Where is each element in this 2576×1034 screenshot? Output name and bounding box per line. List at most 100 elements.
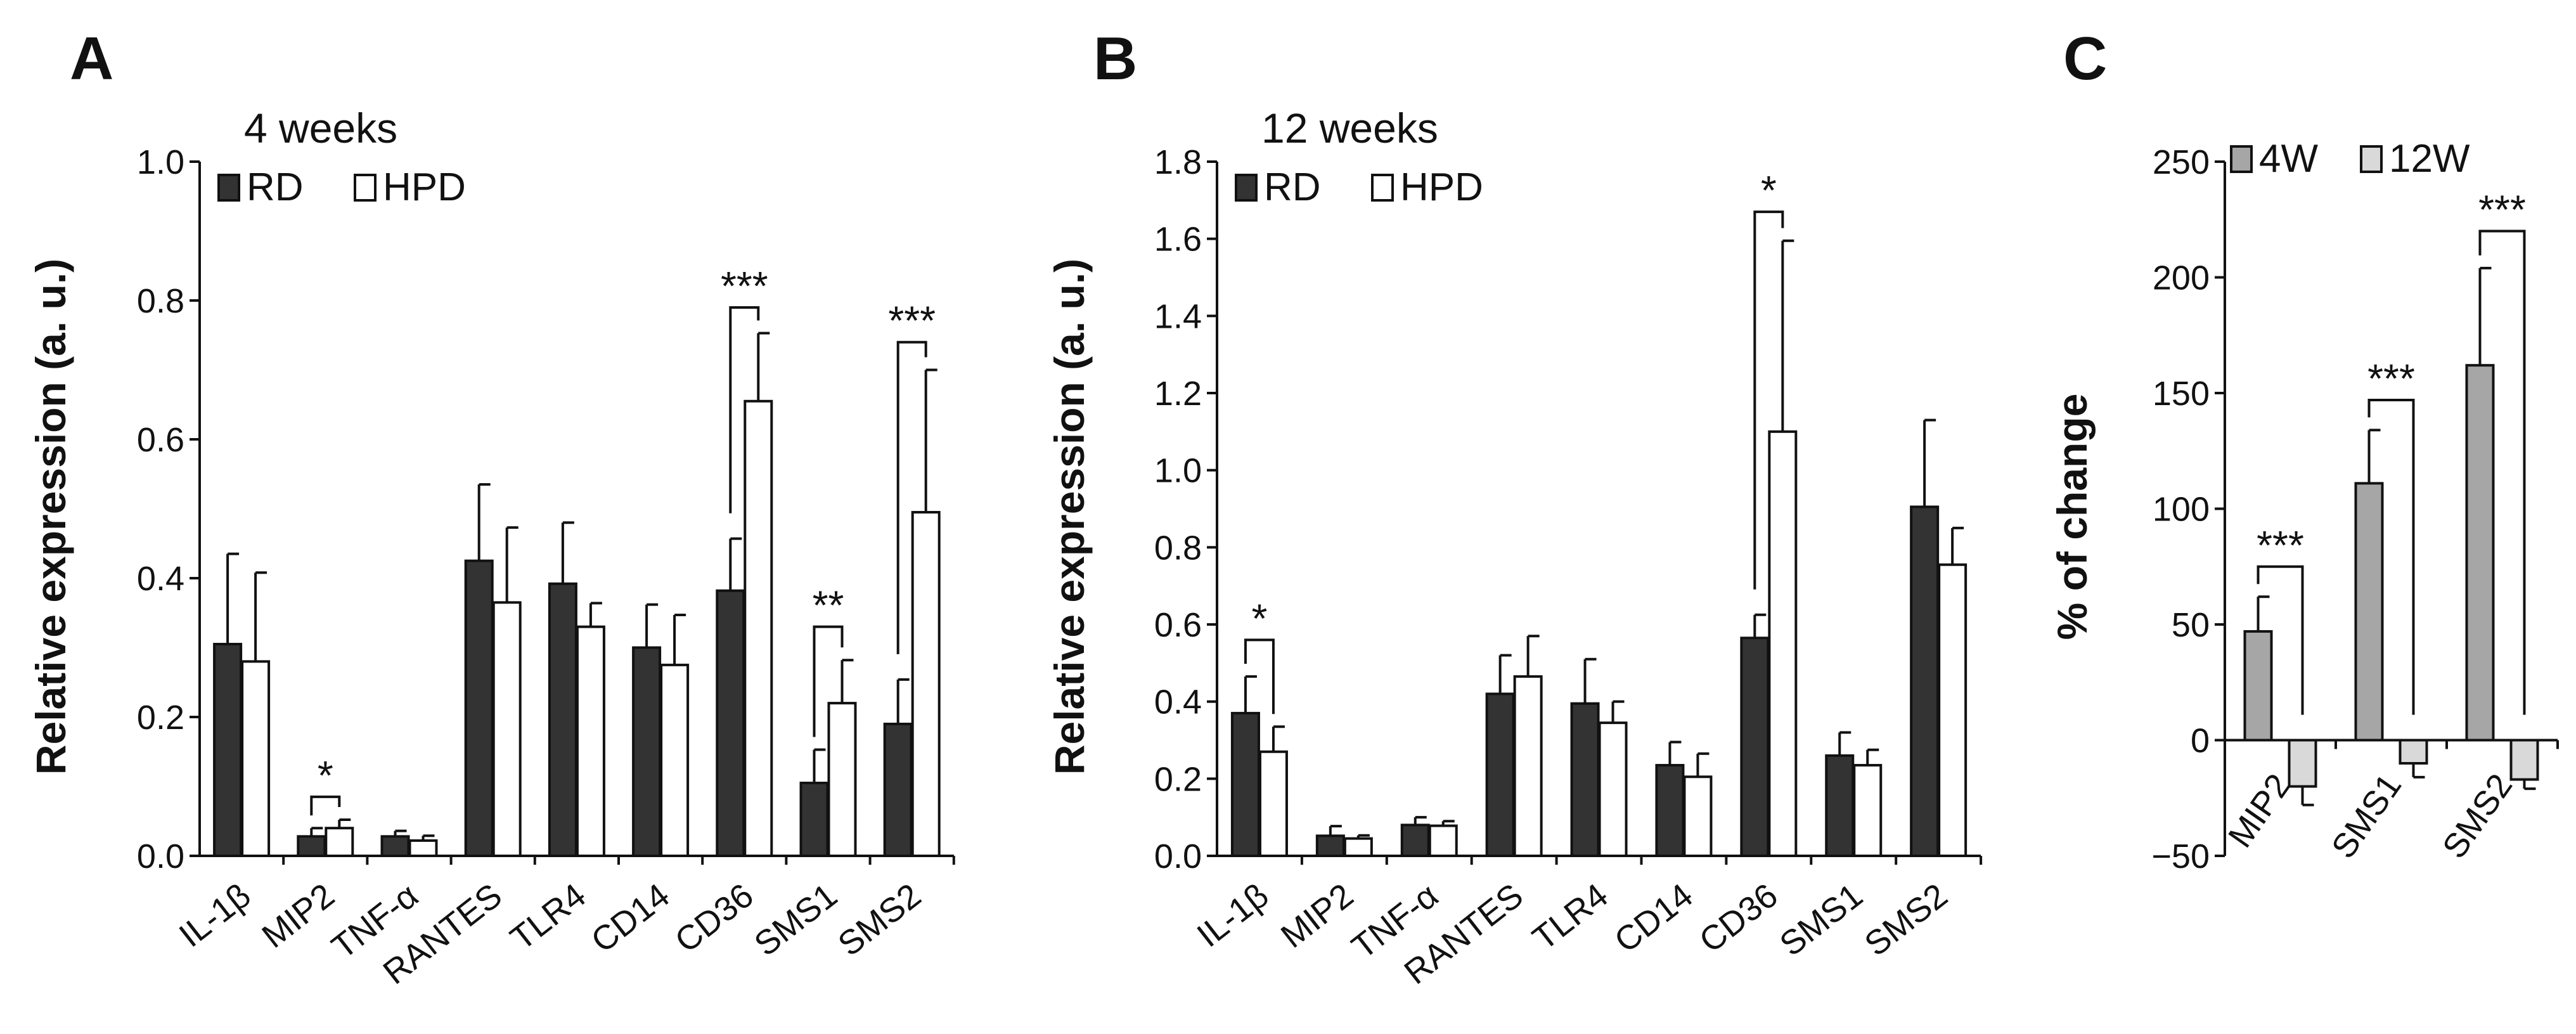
panel-b-legend-swatch-rd: [1235, 174, 1258, 202]
panel-b-bar-rd-2: [1400, 824, 1430, 858]
panel-b-y-tick-label: 1.2: [1154, 375, 1202, 413]
panel-b-y-tick-label: 0.8: [1154, 529, 1202, 567]
panel-a-bar-hpd-6: [744, 399, 773, 857]
panel-c-bar-12w-0: [2288, 739, 2317, 788]
panel-b-legend-label-hpd: HPD: [1400, 165, 1483, 209]
panel-a-ylabel: Relative expression (a. u.): [27, 259, 74, 775]
panel-c-legend-label-4w: 4W: [2259, 137, 2318, 181]
panel-a-y-tick-label: 0.2: [137, 699, 184, 737]
panel-c-y-tick-label: 200: [2153, 259, 2210, 297]
panel-b-bar-rd-4: [1570, 702, 1600, 858]
panel-b-bar-hpd-7: [1853, 764, 1883, 857]
panel-c-significance-label: ***: [2478, 187, 2526, 233]
panel-b-bar-rd-7: [1825, 754, 1855, 858]
panel-a-significance-label: ***: [721, 263, 768, 309]
panel-a-legend-swatch-rd: [217, 174, 240, 202]
panel-b-title: 12 weeks: [1261, 105, 1438, 152]
panel-b-letter: B: [1093, 25, 1137, 93]
panel-a-bar-hpd-8: [911, 510, 941, 857]
panel-a-significance-bracket: [310, 795, 341, 816]
panel-a-bar-rd-5: [632, 646, 662, 857]
panel-a-bar-hpd-7: [827, 702, 857, 857]
panel-c-y-tick-label: 150: [2153, 375, 2210, 413]
panel-a-y-tick-label: 1.0: [137, 143, 184, 181]
panel-a-letter: A: [70, 25, 113, 93]
panel-a-bar-rd-2: [380, 835, 410, 857]
panel-b-y-tick-label: 1.6: [1154, 221, 1202, 259]
panel-b-y-tick-label: 1.0: [1154, 452, 1202, 490]
panel-c-bar-12w-2: [2509, 739, 2539, 781]
panel-a-significance-bracket: [896, 340, 927, 654]
panel-b-y-tick-label: 0.6: [1154, 606, 1202, 644]
panel-a-bar-hpd-2: [408, 839, 438, 858]
panel-c-legend-swatch-4w: [2230, 145, 2253, 173]
panel-b-bar-rd-3: [1485, 692, 1515, 857]
panel-c-bar-4w-2: [2465, 364, 2495, 742]
panel-a-y-tick-label: 0.6: [137, 421, 184, 459]
panel-a-significance-label: **: [813, 583, 844, 628]
panel-a-y-tick-label: 0.4: [137, 560, 184, 598]
panel-c-legend-label-12w: 12W: [2389, 137, 2470, 181]
panel-a-bar-hpd-1: [325, 827, 354, 857]
panel-c-y-tick-label: 250: [2153, 143, 2210, 181]
panel-a-legend-label-rd: RD: [247, 165, 304, 209]
panel-c-significance-label: ***: [2367, 356, 2415, 401]
panel-b-bar-hpd-3: [1513, 675, 1543, 857]
panel-b-bar-rd-8: [1910, 505, 1940, 857]
panel-b-significance-label: *: [1761, 167, 1777, 213]
panel-b-significance-label: *: [1251, 595, 1267, 641]
panel-a-bar-rd-3: [464, 559, 494, 857]
panel-b-bar-rd-1: [1315, 834, 1345, 858]
panel-b-legend-label-rd: RD: [1264, 165, 1321, 209]
panel-a-significance-bracket: [729, 306, 760, 514]
panel-b-bar-rd-6: [1740, 637, 1770, 858]
panel-a-legend-swatch-hpd: [354, 174, 377, 202]
panel-b-significance-bracket: [1244, 638, 1275, 714]
panel-a-y-tick-label: 0.0: [137, 837, 184, 876]
panel-a-bar-rd-8: [883, 722, 913, 857]
panel-c-letter: C: [2063, 25, 2107, 93]
panel-b-y-tick-label: 0.2: [1154, 760, 1202, 798]
panel-a-bar-hpd-3: [492, 601, 522, 857]
panel-b-bar-hpd-4: [1598, 721, 1628, 857]
panel-b-y-tick-label: 1.8: [1154, 143, 1202, 181]
panel-c-significance-label: ***: [2257, 522, 2304, 568]
panel-b-bar-hpd-1: [1343, 837, 1373, 857]
panel-b-bar-hpd-0: [1258, 750, 1288, 857]
panel-b-significance-bracket: [1753, 210, 1784, 590]
panel-b-bar-rd-5: [1655, 764, 1685, 857]
panel-c-bar-4w-0: [2243, 630, 2273, 742]
panel-b-legend-swatch-hpd: [1371, 174, 1394, 202]
panel-c-y-tick-label: 50: [2172, 606, 2210, 644]
panel-b-bar-hpd-8: [1938, 563, 1967, 857]
panel-a-bar-rd-1: [297, 835, 326, 857]
panel-c-y-tick-label: 0: [2191, 722, 2210, 760]
panel-b-bar-hpd-6: [1768, 430, 1798, 857]
panel-c-y-tick-label: −50: [2151, 837, 2210, 876]
panel-a-bar-hpd-0: [241, 660, 271, 858]
panel-a-legend-label-hpd: HPD: [383, 165, 466, 209]
panel-a-bar-rd-4: [548, 582, 577, 857]
panel-b-bar-rd-0: [1230, 711, 1260, 857]
panel-c-y-tick-label: 100: [2153, 491, 2210, 529]
panel-a-significance-label: ***: [888, 298, 936, 344]
panel-c-bar-4w-1: [2354, 482, 2384, 742]
panel-a-bar-rd-7: [799, 782, 829, 858]
panel-b-bar-hpd-5: [1683, 775, 1713, 857]
panel-b-y-tick-label: 0.4: [1154, 683, 1202, 721]
panel-a-significance-label: *: [318, 753, 333, 798]
panel-c-significance-bracket: [2257, 565, 2304, 715]
panel-a-title: 4 weeks: [244, 105, 397, 152]
panel-a-bar-rd-6: [716, 589, 745, 858]
panel-a-bar-hpd-5: [660, 663, 690, 857]
panel-c-ylabel: % of change: [2049, 394, 2096, 640]
panel-b-y-tick-label: 0.0: [1154, 837, 1202, 876]
panel-a-bar-rd-0: [213, 643, 243, 858]
panel-b-bar-hpd-2: [1428, 824, 1458, 858]
panel-b-y-tick-label: 1.4: [1154, 297, 1202, 335]
panel-c-significance-bracket: [2367, 398, 2415, 715]
panel-b-ylabel: Relative expression (a. u.): [1046, 259, 1093, 775]
panel-c-legend-swatch-12w: [2360, 145, 2383, 173]
